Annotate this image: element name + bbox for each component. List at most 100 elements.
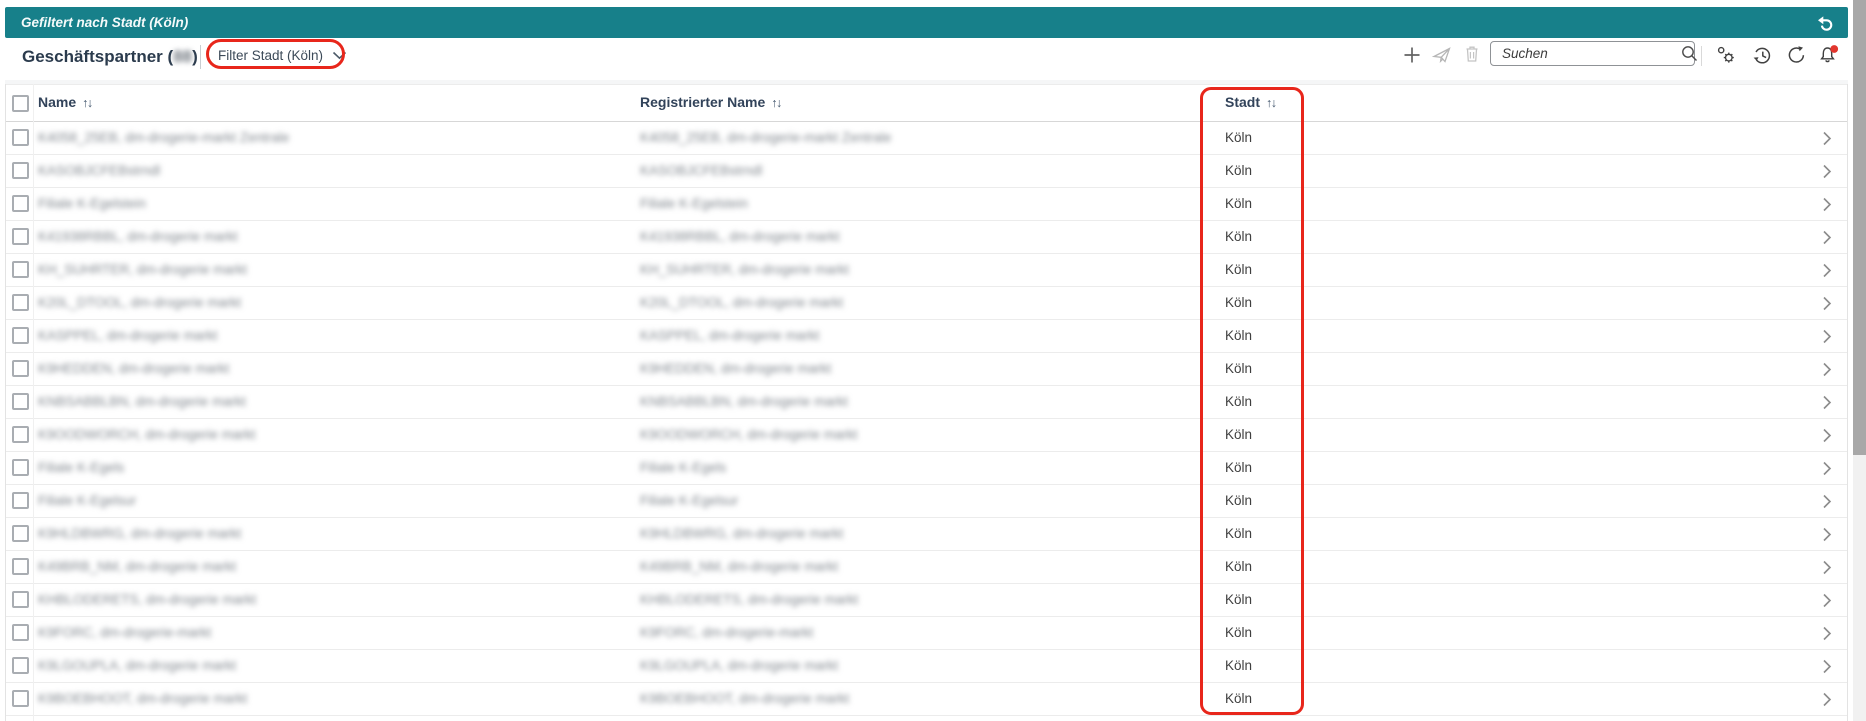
chevron-right-icon [1822,461,1832,476]
row-navigate-button[interactable] [1822,560,1832,575]
row-navigate-button[interactable] [1822,263,1832,278]
sort-icon[interactable]: ↑↓ [82,96,93,110]
cell-stadt: Köln [1225,262,1253,277]
row-navigate-button[interactable] [1822,197,1832,212]
table-body: K4058_25EB, dm-drogerie-markt Zentrale K… [5,122,1848,716]
refresh-button[interactable] [1785,44,1807,66]
table-row[interactable]: K9FORC, dm-drogerie-markt K9FORC, dm-dro… [5,617,1848,650]
table-row[interactable]: KASPPEL, dm-drogerie markt KASPPEL, dm-d… [5,320,1848,353]
row-navigate-button[interactable] [1822,230,1832,245]
row-checkbox[interactable] [12,261,29,278]
row-navigate-button[interactable] [1822,461,1832,476]
table-row[interactable]: K4058_25EB, dm-drogerie-markt Zentrale K… [5,122,1848,155]
chevron-right-icon [1822,560,1832,575]
row-navigate-button[interactable] [1822,296,1832,311]
cell-registered-name-redacted: K20L_DTOOL, dm-drogerie markt [640,295,844,310]
row-checkbox[interactable] [12,657,29,674]
row-checkbox[interactable] [12,690,29,707]
toolbar-table-gap [5,80,1848,84]
row-navigate-button[interactable] [1822,593,1832,608]
chevron-right-icon [1822,527,1832,542]
cell-stadt: Köln [1225,328,1253,343]
select-all-checkbox[interactable] [12,95,29,112]
row-checkbox[interactable] [12,162,29,179]
filter-chip-stadt[interactable]: Filter Stadt (Köln) [218,48,347,63]
table-row[interactable]: KH_SUHRTER, dm-drogerie markt KH_SUHRTER… [5,254,1848,287]
row-navigate-button[interactable] [1822,131,1832,146]
cell-stadt: Köln [1225,163,1253,178]
row-navigate-button[interactable] [1822,494,1832,509]
table-row[interactable]: Filiale K-Egelsur Filiale K-Egelsur Köln [5,485,1848,518]
search-input[interactable] [1502,46,1681,61]
undo-filter-button[interactable] [1810,9,1838,37]
vertical-scrollbar-track[interactable] [1853,0,1866,721]
sort-icon[interactable]: ↑↓ [1266,96,1277,110]
settings-button[interactable] [1715,44,1737,66]
chevron-right-icon [1822,593,1832,608]
chevron-right-icon [1822,131,1832,146]
row-checkbox[interactable] [12,228,29,245]
table-row[interactable]: K49BRB_NM, dm-drogerie markt K49BRB_NM, … [5,551,1848,584]
table-row[interactable]: K41938RBBL, dm-drogerie markt K41938RBBL… [5,221,1848,254]
row-checkbox[interactable] [12,294,29,311]
table-row[interactable]: KNBSABBLBN, dm-drogerie markt KNBSABBLBN… [5,386,1848,419]
row-navigate-button[interactable] [1822,329,1832,344]
table-row[interactable]: K9LGOUPLA, dm-drogerie markt K9LGOUPLA, … [5,650,1848,683]
row-navigate-button[interactable] [1822,164,1832,179]
row-checkbox[interactable] [12,492,29,509]
cell-name-redacted: K9LGOUPLA, dm-drogerie markt [38,658,237,673]
filter-chip-label: Filter Stadt (Köln) [218,48,324,63]
table-row[interactable]: KHBLODERETS, dm-drogerie markt KHBLODERE… [5,584,1848,617]
row-navigate-button[interactable] [1822,626,1832,641]
row-checkbox[interactable] [12,459,29,476]
row-checkbox[interactable] [12,360,29,377]
table-row[interactable]: K9OODWORCH, dm-drogerie markt K9OODWORCH… [5,419,1848,452]
chevron-right-icon [1822,362,1832,377]
row-navigate-button[interactable] [1822,527,1832,542]
cell-registered-name-redacted: K9LGOUPLA, dm-drogerie markt [640,658,839,673]
row-checkbox[interactable] [12,426,29,443]
row-navigate-button[interactable] [1822,692,1832,707]
row-checkbox[interactable] [12,393,29,410]
notifications-button[interactable] [1818,43,1840,65]
table-row[interactable]: K9BOEBHOOT, dm-drogerie markt K9BOEBHOOT… [5,683,1848,716]
column-header-stadt[interactable]: Stadt ↑↓ [1225,94,1277,112]
sort-icon[interactable]: ↑↓ [771,96,782,110]
checkbox-column-divider [33,84,34,721]
cell-registered-name-redacted: KHBLODERETS, dm-drogerie markt [640,592,859,607]
row-navigate-button[interactable] [1822,659,1832,674]
refresh-icon [1786,45,1807,66]
row-navigate-button[interactable] [1822,395,1832,410]
chevron-right-icon [1822,395,1832,410]
table-row[interactable]: K9HEDDEN, dm-drogerie markt K9HEDDEN, dm… [5,353,1848,386]
row-checkbox[interactable] [12,591,29,608]
row-navigate-button[interactable] [1822,428,1832,443]
column-header-registered-name[interactable]: Registrierter Name ↑↓ [640,94,782,112]
cell-stadt: Köln [1225,559,1253,574]
row-checkbox[interactable] [12,129,29,146]
row-checkbox[interactable] [12,624,29,641]
cell-stadt: Köln [1225,196,1253,211]
row-checkbox[interactable] [12,525,29,542]
cell-stadt: Köln [1225,691,1253,706]
table-row[interactable]: Filiale K-Egelstein Filiale K-Egelstein … [5,188,1848,221]
row-checkbox[interactable] [12,558,29,575]
delete-button[interactable] [1461,43,1483,65]
table-row[interactable]: KASOBJCFEBstrndl KASOBJCFEBstrndl Köln [5,155,1848,188]
cell-name-redacted: Filiale K-Egelstein [38,196,147,211]
row-checkbox[interactable] [12,327,29,344]
record-count-redacted: 88 [173,47,193,66]
table-row[interactable]: K20L_DTOOL, dm-drogerie markt K20L_DTOOL… [5,287,1848,320]
send-button[interactable] [1431,44,1453,66]
table-row[interactable]: Filiale K-Egels Filiale K-Egels Köln [5,452,1848,485]
row-navigate-button[interactable] [1822,362,1832,377]
table-row[interactable]: K9HLDBWRG, dm-drogerie markt K9HLDBWRG, … [5,518,1848,551]
add-button[interactable] [1401,44,1423,66]
row-checkbox[interactable] [12,195,29,212]
history-button[interactable] [1751,44,1773,66]
column-header-name[interactable]: Name ↑↓ [38,94,93,112]
undo-icon [1813,12,1835,34]
search-icon[interactable] [1681,45,1698,62]
toolbar-separator [1701,46,1702,66]
vertical-scrollbar-thumb[interactable] [1853,0,1866,455]
